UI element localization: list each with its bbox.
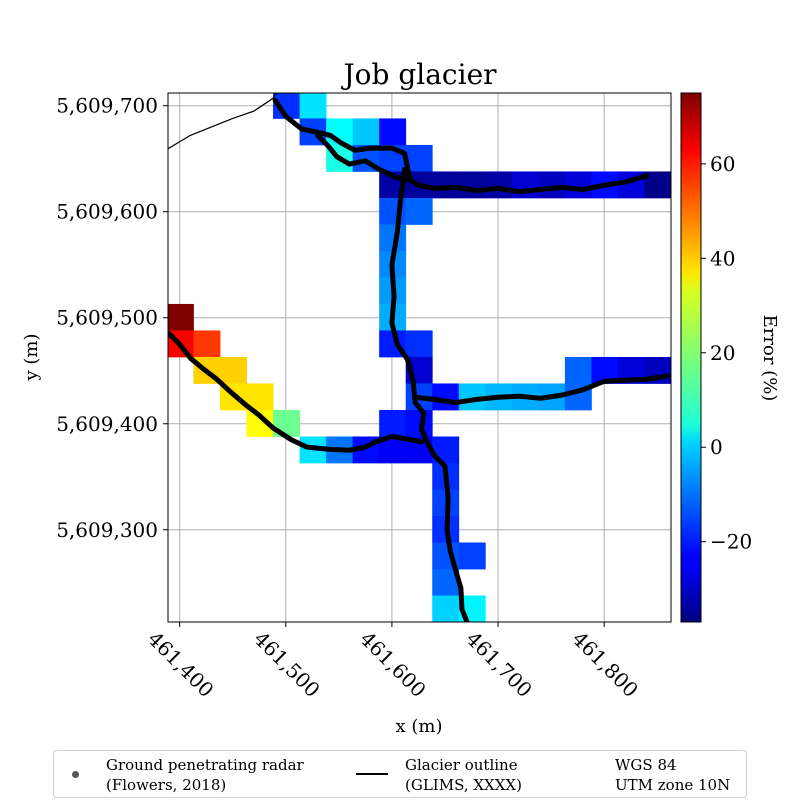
x-tick-label: 461,500	[249, 627, 324, 702]
legend: Ground penetrating radar (Flowers, 2018)…	[53, 750, 747, 798]
gpr-track	[412, 373, 671, 406]
glacier-outline-layer	[168, 93, 277, 150]
colorbar-tick-label: 40	[710, 246, 735, 270]
error-cell	[538, 171, 566, 199]
y-tick-label: 5,609,400	[56, 412, 158, 436]
colorbar-label: Error (%)	[759, 315, 780, 402]
y-tick-label: 5,609,500	[56, 306, 158, 330]
error-cell	[299, 93, 327, 119]
error-cell	[458, 171, 486, 199]
y-tick-label: 5,609,700	[56, 94, 158, 118]
gpr-track-layer	[168, 97, 671, 622]
x-axis-ticks: 461,400 461,500 461,600 461,700 461,800	[143, 622, 643, 702]
x-axis-label: x (m)	[396, 716, 443, 737]
colorbar-tick-label: 60	[710, 152, 735, 176]
error-cell	[405, 409, 433, 437]
colorbar: −20 0 20 40 60 Error (%)	[680, 92, 780, 623]
error-cell	[379, 118, 407, 146]
gpr-track	[315, 132, 413, 183]
error-cell	[458, 542, 486, 570]
error-cell	[193, 330, 221, 358]
gpr-track	[389, 166, 470, 622]
plot-area	[167, 92, 672, 623]
colorbar-tick-label: 0	[710, 435, 723, 459]
x-tick-label: 461,800	[568, 627, 643, 702]
y-tick-label: 5,609,600	[56, 200, 158, 224]
legend-gpr-label: Ground penetrating radar (Flowers, 2018)	[106, 756, 304, 794]
error-heatmap-cells	[168, 93, 671, 622]
error-cell	[432, 595, 460, 622]
y-axis-label: y (m)	[21, 333, 42, 381]
error-cell	[405, 330, 433, 358]
error-cell	[564, 171, 592, 199]
error-cell	[168, 303, 194, 331]
gpr-track	[168, 331, 425, 453]
gpr-dot-icon	[72, 771, 79, 778]
outline-line-icon	[356, 773, 388, 775]
error-cell	[352, 118, 380, 146]
y-tick-label: 5,609,300	[56, 518, 158, 542]
colorbar-ticks: −20 0 20 40 60	[701, 152, 752, 554]
gpr-track	[272, 97, 650, 195]
plot-frame	[167, 92, 672, 623]
error-cell	[564, 356, 592, 384]
colorbar-tick-label: 20	[710, 341, 735, 365]
legend-outline-label: Glacier outline (GLIMS, XXXX)	[405, 756, 522, 794]
error-cell	[405, 144, 433, 172]
error-cell	[379, 409, 407, 437]
error-cell	[432, 383, 460, 411]
x-tick-label: 461,600	[355, 627, 430, 702]
chart-title: Job glacier	[340, 58, 497, 91]
legend-projection-label: WGS 84 UTM zone 10N	[615, 756, 731, 794]
colorbar-gradient	[680, 92, 702, 623]
glacier-outline	[168, 93, 277, 150]
error-cell	[219, 356, 247, 384]
error-cell	[511, 171, 539, 199]
error-cell	[405, 197, 433, 225]
colorbar-tick-label: −20	[710, 530, 752, 554]
error-cell	[485, 171, 513, 199]
x-tick-label: 461,700	[461, 627, 536, 702]
x-tick-label: 461,400	[143, 627, 218, 702]
y-axis-ticks: 5,609,300 5,609,400 5,609,500 5,609,600 5,60…	[56, 94, 168, 542]
